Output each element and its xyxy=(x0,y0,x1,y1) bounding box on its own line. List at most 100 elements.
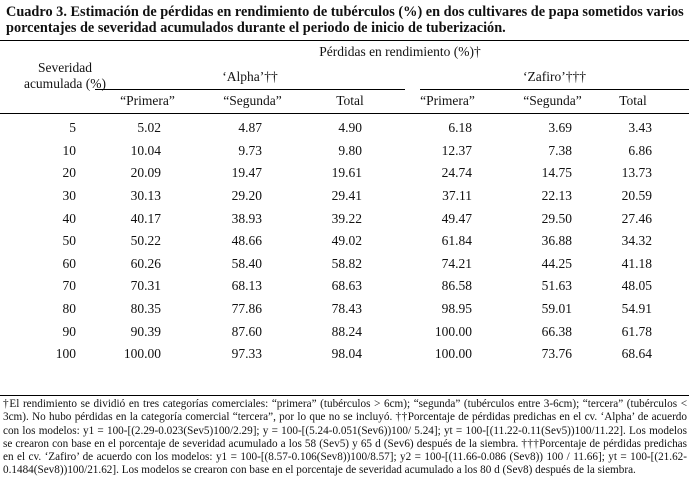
severity-cell: 80 xyxy=(62,301,77,317)
value-cell: 61.84 xyxy=(441,233,472,249)
severity-cell: 30 xyxy=(62,188,77,204)
col-segunda-alpha: “Segunda” xyxy=(223,93,282,108)
value-cell: 41.18 xyxy=(621,255,652,271)
value-cell: 73.76 xyxy=(541,346,572,362)
value-cell: 4.87 xyxy=(238,120,262,136)
value-cell: 68.63 xyxy=(331,278,362,294)
value-cell: 49.47 xyxy=(441,210,472,226)
table-row: 40 40.17 38.93 39.22 49.47 29.50 27.46 xyxy=(0,207,653,230)
severity-cell: 50 xyxy=(62,233,77,249)
severity-cell: 10 xyxy=(62,142,77,158)
value-cell: 50.22 xyxy=(130,233,161,249)
table-row: 30 30.13 29.20 29.41 37.11 22.13 20.59 xyxy=(0,185,653,208)
value-cell: 6.86 xyxy=(628,142,652,158)
value-cell: 20.09 xyxy=(130,165,161,181)
value-cell: 22.13 xyxy=(541,188,572,204)
value-cell: 12.37 xyxy=(441,142,472,158)
value-cell: 29.20 xyxy=(231,188,262,204)
severity-cell: 90 xyxy=(62,323,77,339)
value-cell: 51.63 xyxy=(541,278,572,294)
value-cell: 87.60 xyxy=(231,323,262,339)
value-cell: 37.11 xyxy=(442,188,472,204)
value-cell: 90.39 xyxy=(130,323,161,339)
severity-cell: 100 xyxy=(55,346,76,362)
severity-cell: 5 xyxy=(69,120,76,136)
value-cell: 48.66 xyxy=(231,233,262,249)
alpha-rule xyxy=(95,89,405,90)
col-total-zafiro: Total xyxy=(619,93,647,108)
value-cell: 54.91 xyxy=(621,301,652,317)
table-row: 80 80.35 77.86 78.43 98.95 59.01 54.91 xyxy=(0,298,653,321)
value-cell: 80.35 xyxy=(130,301,161,317)
value-cell: 58.82 xyxy=(331,255,362,271)
value-cell: 19.47 xyxy=(231,165,262,181)
value-cell: 24.74 xyxy=(441,165,472,181)
value-cell: 98.95 xyxy=(441,301,472,317)
value-cell: 3.43 xyxy=(628,120,652,136)
table-row: 100 100.00 97.33 98.04 100.00 73.76 68.64 xyxy=(0,343,652,366)
table-row: 20 20.09 19.47 19.61 24.74 14.75 13.73 xyxy=(0,162,653,185)
value-cell: 70.31 xyxy=(130,278,161,294)
value-cell: 86.58 xyxy=(441,278,472,294)
col-primera-alpha: “Primera” xyxy=(120,93,175,108)
value-cell: 4.90 xyxy=(338,120,362,136)
value-cell: 9.80 xyxy=(338,142,362,158)
table-title: Cuadro 3. Estimación de pérdidas en rend… xyxy=(6,4,684,36)
value-cell: 74.21 xyxy=(441,255,472,271)
severity-cell: 70 xyxy=(62,278,77,294)
top-rule xyxy=(0,40,689,41)
value-cell: 98.04 xyxy=(331,346,362,362)
value-cell: 58.40 xyxy=(231,255,262,271)
value-cell: 66.38 xyxy=(541,323,572,339)
table-row: 10 10.04 9.73 9.80 12.37 7.38 6.86 xyxy=(0,140,653,163)
value-cell: 36.88 xyxy=(541,233,572,249)
value-cell: 60.26 xyxy=(130,255,161,271)
zafiro-rule xyxy=(420,89,689,90)
col-primera-zafiro: “Primera” xyxy=(420,93,475,108)
value-cell: 6.18 xyxy=(448,120,472,136)
value-cell: 20.59 xyxy=(621,188,652,204)
value-cell: 13.73 xyxy=(621,165,652,181)
value-cell: 49.02 xyxy=(331,233,362,249)
value-cell: 48.05 xyxy=(621,278,652,294)
severity-cell: 40 xyxy=(62,210,77,226)
col-segunda-zafiro: “Segunda” xyxy=(523,93,582,108)
value-cell: 78.43 xyxy=(331,301,362,317)
severity-cell: 60 xyxy=(62,255,77,271)
value-cell: 59.01 xyxy=(541,301,572,317)
value-cell: 77.86 xyxy=(231,301,262,317)
value-cell: 14.75 xyxy=(541,165,572,181)
value-cell: 100.00 xyxy=(434,346,472,362)
severity-header-1: Severidad xyxy=(38,60,92,75)
value-cell: 9.73 xyxy=(238,142,262,158)
value-cell: 100.00 xyxy=(123,346,161,362)
bottom-rule xyxy=(0,395,689,396)
zafiro-header: ‘Zafiro’††† xyxy=(523,69,586,84)
col-total-alpha: Total xyxy=(336,93,364,108)
table-row: 70 70.31 68.13 68.63 86.58 51.63 48.05 xyxy=(0,275,653,298)
severity-cell: 20 xyxy=(62,165,77,181)
value-cell: 29.50 xyxy=(541,210,572,226)
value-cell: 5.02 xyxy=(137,120,161,136)
table-row: 90 90.39 87.60 88.24 100.00 66.38 61.78 xyxy=(0,320,653,343)
data-table: 5 5.02 4.87 4.90 6.18 3.69 3.43 10 10.04 9.73 9.80… xyxy=(0,117,652,366)
value-cell: 39.22 xyxy=(331,210,362,226)
severity-header-2: acumulada (%) xyxy=(23,76,107,91)
value-cell: 61.78 xyxy=(621,323,652,339)
value-cell: 100.00 xyxy=(434,323,472,339)
value-cell: 7.38 xyxy=(548,142,572,158)
footnote: †El rendimiento se dividió en tres categ… xyxy=(3,398,687,477)
header-rule xyxy=(0,113,689,114)
value-cell: 97.33 xyxy=(231,346,262,362)
value-cell: 27.46 xyxy=(621,210,652,226)
value-cell: 3.69 xyxy=(548,120,572,136)
value-cell: 30.13 xyxy=(130,188,161,204)
value-cell: 68.64 xyxy=(621,346,652,362)
value-cell: 68.13 xyxy=(231,278,262,294)
table-row: 5 5.02 4.87 4.90 6.18 3.69 3.43 xyxy=(0,117,652,140)
value-cell: 10.04 xyxy=(130,142,161,158)
alpha-header: ‘Alpha’†† xyxy=(222,69,278,84)
value-cell: 19.61 xyxy=(331,165,362,181)
table-row: 60 60.26 58.40 58.82 74.21 44.25 41.18 xyxy=(0,253,653,276)
